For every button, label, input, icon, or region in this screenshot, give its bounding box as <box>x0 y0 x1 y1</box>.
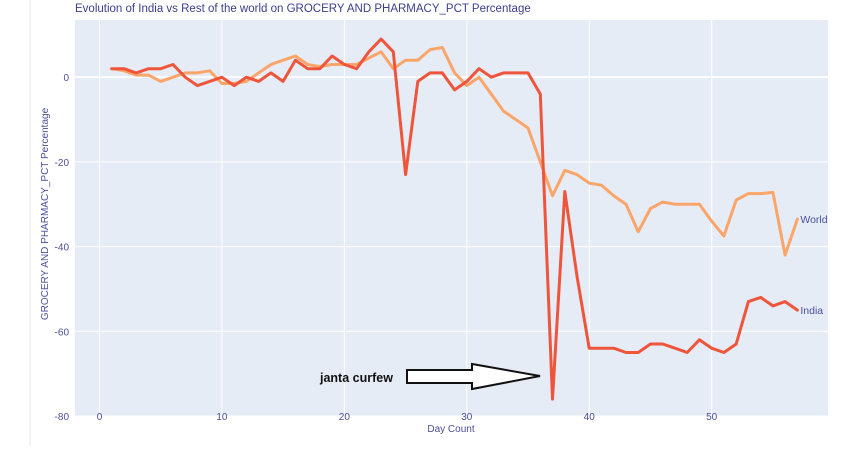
axis-ticks: 0 10 20 30 40 50 0 -20 -40 -60 -80 <box>55 73 718 423</box>
y-tick-label: -60 <box>55 327 70 338</box>
annotation: janta curfew <box>319 362 541 391</box>
annotation-text: janta curfew <box>319 371 393 385</box>
y-tick-label: -80 <box>55 412 70 423</box>
x-tick-label: 20 <box>339 412 351 423</box>
x-tick-label: 30 <box>461 412 473 423</box>
y-tick-label: 0 <box>63 73 69 84</box>
world-series-label: World <box>800 214 827 226</box>
annotation-arrow <box>406 362 541 391</box>
x-tick-label: 50 <box>706 412 718 423</box>
x-tick-label: 0 <box>97 412 103 423</box>
x-tick-label: 40 <box>584 412 596 423</box>
india-series-label: India <box>800 305 823 317</box>
x-axis-label: Day Count <box>427 424 474 435</box>
india-line <box>110 37 799 401</box>
x-tick-label: 10 <box>216 412 228 423</box>
world-line <box>110 46 799 257</box>
chart-title: Evolution of India vs Rest of the world … <box>75 3 531 15</box>
series-labels: World India <box>800 214 827 317</box>
y-tick-label: -40 <box>55 243 70 254</box>
y-tick-label: -20 <box>55 158 70 169</box>
y-axis-label: GROCERY AND PHARMACY_PCT Percentage <box>40 107 51 320</box>
series-lines <box>110 37 799 401</box>
